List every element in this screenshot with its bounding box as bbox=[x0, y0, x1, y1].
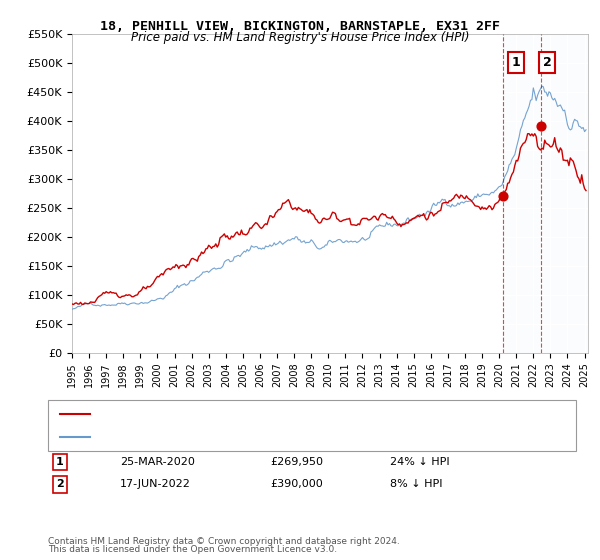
Text: 2: 2 bbox=[542, 56, 551, 69]
Text: This data is licensed under the Open Government Licence v3.0.: This data is licensed under the Open Gov… bbox=[48, 545, 337, 554]
Text: 24% ↓ HPI: 24% ↓ HPI bbox=[390, 457, 449, 467]
Point bbox=[498, 192, 508, 200]
Text: 18, PENHILL VIEW, BICKINGTON, BARNSTAPLE, EX31 2FF (detached house): 18, PENHILL VIEW, BICKINGTON, BARNSTAPLE… bbox=[96, 409, 484, 419]
Text: 25-MAR-2020: 25-MAR-2020 bbox=[120, 457, 195, 467]
Text: 1: 1 bbox=[512, 56, 521, 69]
Text: 17-JUN-2022: 17-JUN-2022 bbox=[120, 479, 191, 489]
Bar bbox=[503, 34, 588, 353]
Text: HPI: Average price, detached house, North Devon: HPI: Average price, detached house, Nort… bbox=[96, 432, 355, 442]
Text: 1: 1 bbox=[56, 457, 64, 467]
Text: 8% ↓ HPI: 8% ↓ HPI bbox=[390, 479, 443, 489]
Text: Contains HM Land Registry data © Crown copyright and database right 2024.: Contains HM Land Registry data © Crown c… bbox=[48, 537, 400, 546]
Text: 2: 2 bbox=[56, 479, 64, 489]
Text: £269,950: £269,950 bbox=[270, 457, 323, 467]
Text: Price paid vs. HM Land Registry's House Price Index (HPI): Price paid vs. HM Land Registry's House … bbox=[131, 31, 469, 44]
Point bbox=[536, 122, 546, 131]
Text: £390,000: £390,000 bbox=[270, 479, 323, 489]
Text: 18, PENHILL VIEW, BICKINGTON, BARNSTAPLE, EX31 2FF: 18, PENHILL VIEW, BICKINGTON, BARNSTAPLE… bbox=[100, 20, 500, 32]
